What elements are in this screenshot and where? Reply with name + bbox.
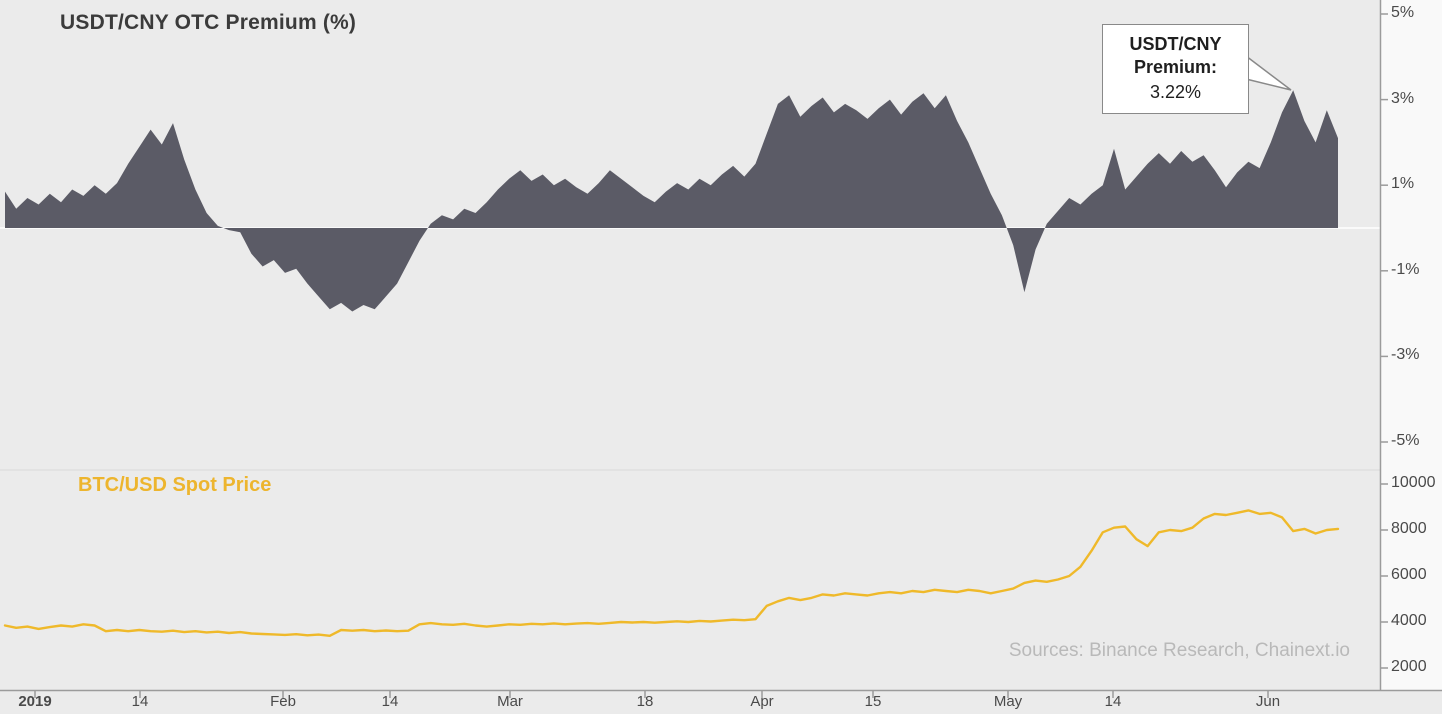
premium-y-axis-tick-label: -1% [1391, 260, 1420, 278]
btc-y-axis-tick-label: 10000 [1391, 474, 1436, 491]
x-axis-tick-label: 14 [131, 693, 149, 710]
premium-chart-title: USDT/CNY OTC Premium (%) [60, 11, 357, 34]
premium-y-axis-tick-label: 1% [1391, 175, 1415, 193]
annotation-series-line2: Premium: [1133, 57, 1218, 77]
annotation-series-line1: USDT/CNY [1129, 34, 1222, 54]
premium-y-axis-tick-label: 3% [1391, 89, 1415, 107]
y-axis-strip [1381, 0, 1442, 690]
btc-y-axis-tick-label: 6000 [1391, 566, 1427, 583]
btc-y-axis-tick-label: 2000 [1391, 658, 1427, 675]
x-axis-tick-label: 14 [1104, 693, 1122, 710]
x-axis-tick-label: 18 [636, 693, 654, 710]
x-axis-tick-label: May [993, 693, 1023, 710]
sources-credit: Sources: Binance Research, Chainext.io [1008, 640, 1350, 661]
premium-y-axis-tick-label: -3% [1391, 346, 1420, 364]
x-axis-tick-label: Feb [270, 693, 296, 710]
x-axis-tick-label: 15 [864, 693, 882, 710]
btc-y-axis-tick-label: 8000 [1391, 520, 1427, 537]
x-axis-tick-label: 14 [381, 693, 399, 710]
x-axis-tick-label: Jun [1255, 693, 1281, 710]
x-axis-tick-label: 2019 [18, 693, 52, 710]
x-axis-tick-label: Apr [750, 693, 774, 710]
annotation-value: 3.22% [1149, 82, 1202, 102]
premium-y-axis-tick-label: -5% [1391, 432, 1420, 449]
premium-y-axis-tick-label: 5% [1391, 4, 1415, 21]
btc-chart-title: BTC/USD Spot Price [78, 474, 272, 496]
annotation-callout: USDT/CNY Premium: 3.22% [1102, 24, 1249, 114]
btc-y-axis-tick-label: 4000 [1391, 612, 1427, 629]
x-axis-tick-label: Mar [497, 693, 523, 710]
